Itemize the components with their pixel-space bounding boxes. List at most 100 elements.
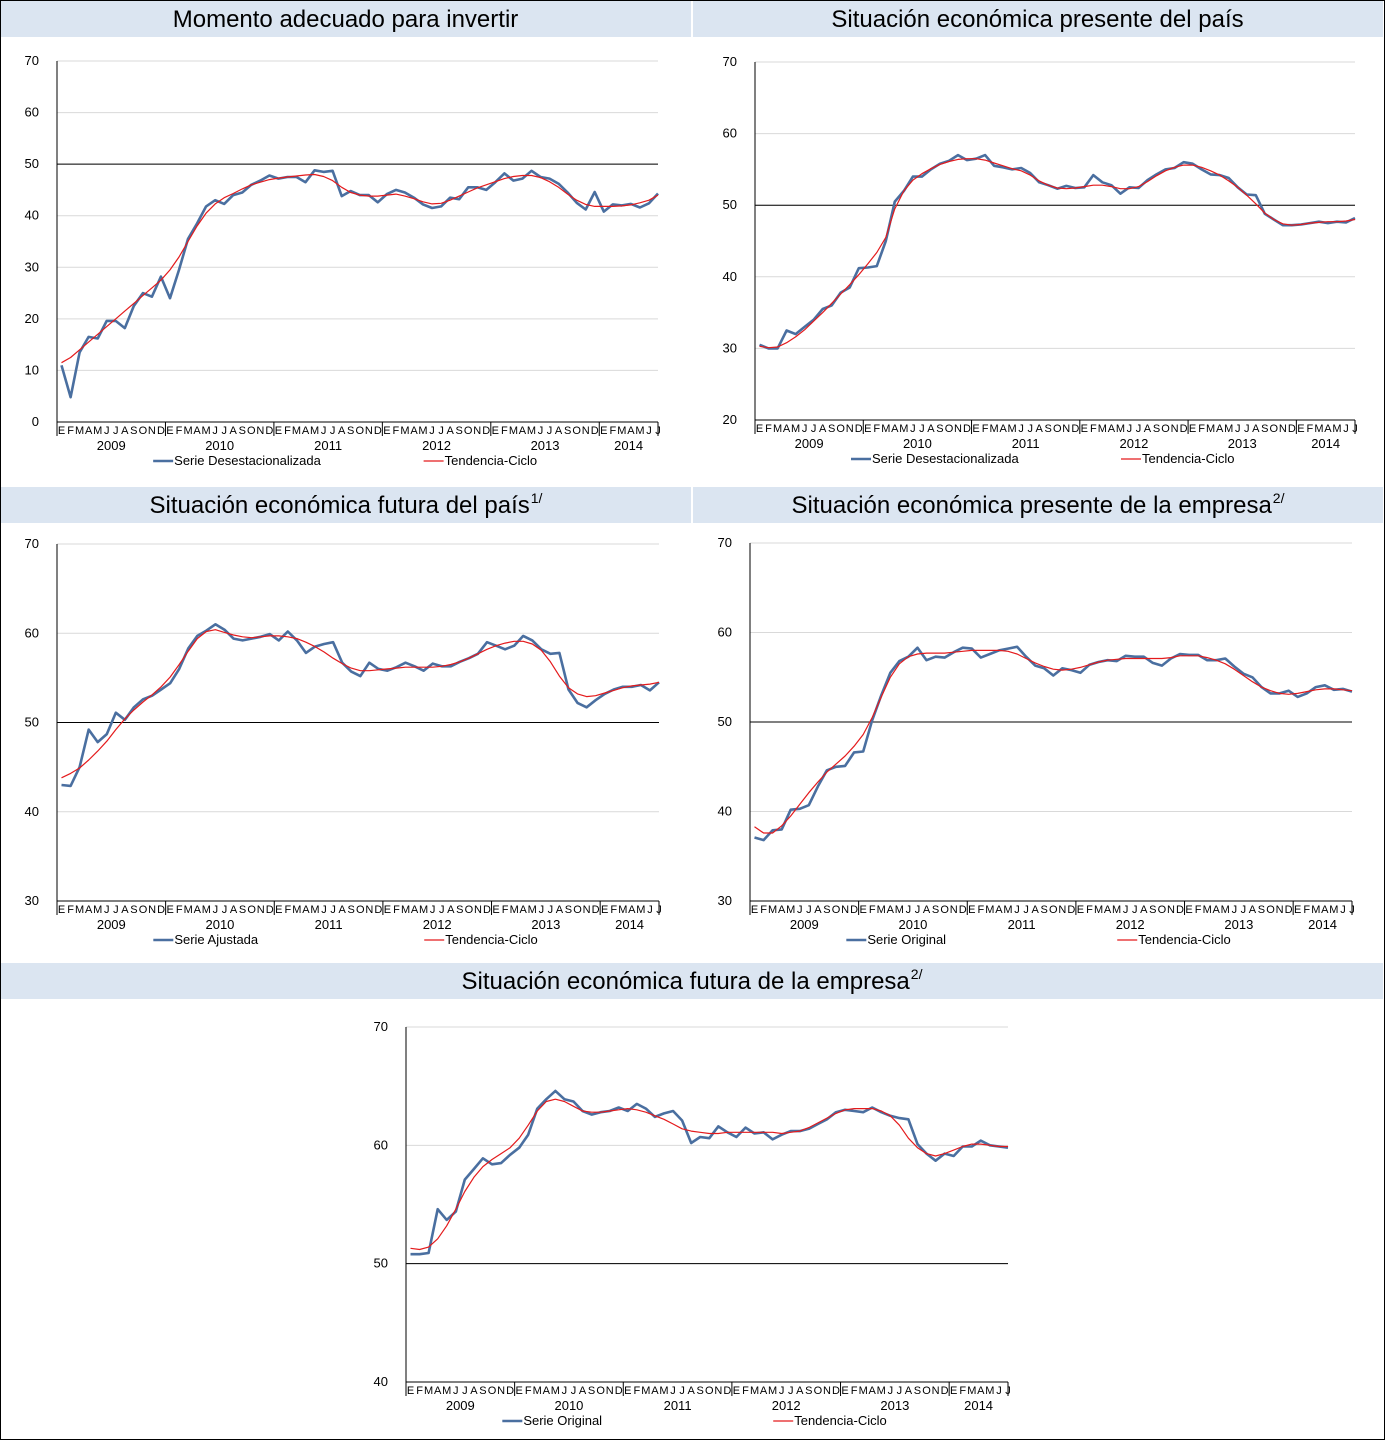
year-tick-label: 2010 bbox=[205, 917, 234, 932]
chart-title-bar: Situación económica futura del país1/ bbox=[1, 487, 691, 523]
month-tick-label: E bbox=[515, 1385, 522, 1397]
month-tick-label: A bbox=[923, 904, 931, 916]
legend-label-tendencia: Tendencia-Ciclo bbox=[1142, 451, 1235, 466]
year-tick-label: 2011 bbox=[314, 438, 342, 453]
y-tick-label: 70 bbox=[25, 53, 39, 68]
month-tick-label: M bbox=[75, 425, 84, 437]
month-tick-label: J bbox=[330, 904, 336, 916]
month-tick-label: A bbox=[338, 904, 346, 916]
month-tick-label: D bbox=[723, 1385, 731, 1397]
month-tick-label: A bbox=[783, 423, 791, 435]
month-tick-label: J bbox=[212, 425, 218, 437]
month-tick-label: S bbox=[914, 1385, 921, 1397]
month-tick-label: N bbox=[846, 423, 854, 435]
month-tick-label: E bbox=[1294, 904, 1301, 916]
month-tick-label: F bbox=[742, 1385, 749, 1397]
month-tick-label: S bbox=[564, 425, 571, 437]
month-tick-label: A bbox=[814, 904, 822, 916]
month-tick-label: F bbox=[610, 904, 617, 916]
year-tick-label: 2014 bbox=[1308, 917, 1337, 932]
month-tick-label: M bbox=[424, 1385, 433, 1397]
month-tick-label: A bbox=[1252, 423, 1260, 435]
month-tick-label: S bbox=[1258, 904, 1265, 916]
month-tick-label: F bbox=[393, 904, 400, 916]
y-tick-label: 20 bbox=[25, 311, 39, 326]
chart-title-bar: Situación económica presente del país bbox=[693, 1, 1383, 37]
month-tick-label: M bbox=[786, 904, 795, 916]
month-tick-label: S bbox=[565, 904, 572, 916]
month-tick-label: M bbox=[1206, 423, 1215, 435]
month-tick-label: M bbox=[75, 904, 84, 916]
month-tick-label: J bbox=[910, 423, 916, 435]
month-tick-label: J bbox=[806, 904, 812, 916]
month-tick-label: M bbox=[877, 904, 886, 916]
y-tick-label: 50 bbox=[718, 714, 732, 729]
month-tick-label: A bbox=[1144, 423, 1152, 435]
series-line-serie bbox=[61, 623, 660, 788]
y-tick-label: 50 bbox=[374, 1256, 388, 1271]
month-tick-label: A bbox=[1140, 904, 1148, 916]
month-tick-label: O bbox=[940, 904, 949, 916]
month-tick-label: E bbox=[275, 425, 282, 437]
year-tick-label: 2011 bbox=[1012, 436, 1040, 451]
month-tick-label: E bbox=[1081, 423, 1088, 435]
month-tick-label: A bbox=[302, 425, 310, 437]
month-tick-label: N bbox=[823, 1385, 831, 1397]
month-tick-label: A bbox=[446, 425, 454, 437]
month-tick-label: F bbox=[760, 904, 767, 916]
month-tick-label: O bbox=[836, 423, 845, 435]
month-tick-label: A bbox=[1213, 904, 1221, 916]
month-tick-label: S bbox=[130, 425, 137, 437]
month-tick-label: M bbox=[1098, 423, 1107, 435]
month-tick-label: M bbox=[510, 904, 519, 916]
month-tick-label: M bbox=[985, 1385, 994, 1397]
month-tick-label: A bbox=[85, 904, 93, 916]
month-tick-label: M bbox=[533, 1385, 542, 1397]
month-tick-label: O bbox=[1270, 423, 1279, 435]
month-tick-label: O bbox=[247, 425, 256, 437]
month-tick-label: D bbox=[157, 904, 165, 916]
chart-title: Momento adecuado para invertir bbox=[172, 6, 519, 33]
month-tick-label: A bbox=[796, 1385, 804, 1397]
month-tick-label: M bbox=[183, 425, 192, 437]
month-tick-label: F bbox=[176, 904, 183, 916]
month-tick-label: A bbox=[887, 904, 895, 916]
month-tick-label: A bbox=[1324, 423, 1332, 435]
month-tick-label: J bbox=[547, 425, 553, 437]
month-tick-label: E bbox=[601, 904, 608, 916]
year-tick-label: 2014 bbox=[964, 1398, 993, 1413]
year-tick-label: 2010 bbox=[554, 1398, 583, 1413]
month-tick-label: J bbox=[802, 423, 808, 435]
month-tick-label: A bbox=[819, 423, 827, 435]
month-tick-label: J bbox=[571, 1385, 577, 1397]
month-tick-label: A bbox=[687, 1385, 695, 1397]
month-tick-label: F bbox=[1307, 423, 1314, 435]
month-tick-label: J bbox=[439, 904, 445, 916]
y-tick-label: 30 bbox=[25, 259, 39, 274]
month-tick-label: O bbox=[945, 423, 954, 435]
month-tick-label: J bbox=[104, 425, 110, 437]
month-tick-label: M bbox=[877, 1385, 886, 1397]
month-tick-label: E bbox=[492, 904, 499, 916]
month-tick-label: S bbox=[348, 904, 355, 916]
month-tick-label: N bbox=[1062, 423, 1070, 435]
year-tick-label: 2009 bbox=[97, 438, 126, 453]
chart-situacion-futura-pais: 30 40 50 60 70 E F M A M J J A S O N D E F M A M J J A S O N D E F M A M J… bbox=[1, 523, 691, 963]
legend-label-tendencia: Tendencia-Ciclo bbox=[1138, 932, 1231, 947]
month-tick-label: D bbox=[615, 1385, 623, 1397]
month-tick-label: J bbox=[779, 1385, 785, 1397]
month-tick-label: M bbox=[641, 1385, 650, 1397]
month-tick-label: D bbox=[850, 904, 858, 916]
legend-label-serie: Serie Ajustada bbox=[174, 932, 259, 947]
year-tick-label: 2010 bbox=[205, 438, 234, 453]
month-tick-label: O bbox=[572, 425, 581, 437]
month-tick-label: M bbox=[401, 904, 410, 916]
month-tick-label: A bbox=[778, 904, 786, 916]
month-tick-label: F bbox=[609, 425, 616, 437]
month-tick-label: J bbox=[221, 425, 227, 437]
month-tick-label: S bbox=[1045, 423, 1052, 435]
month-tick-label: S bbox=[239, 425, 246, 437]
month-tick-label: D bbox=[1285, 904, 1293, 916]
month-tick-label: A bbox=[556, 904, 564, 916]
y-tick-label: 40 bbox=[374, 1374, 388, 1389]
